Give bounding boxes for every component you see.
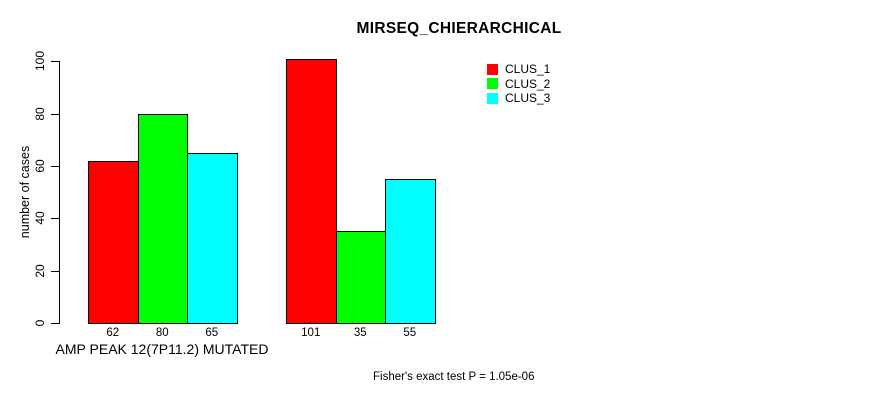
legend-label-clus2: CLUS_2 <box>505 76 551 91</box>
y-axis-tick-label: 20 <box>33 263 47 278</box>
y-axis-tick <box>51 270 59 272</box>
y-axis-tick-label: 60 <box>33 159 47 173</box>
y-axis-tick-label: 0 <box>33 319 47 327</box>
bar-clus_2-group2 <box>335 231 386 324</box>
bar-value-label: 101 <box>301 327 321 339</box>
bar-clus_1-group2 <box>286 58 337 324</box>
y-axis-tick <box>51 113 59 115</box>
bar-clus_2-group1 <box>137 113 188 324</box>
bar-value-label: 62 <box>106 327 120 339</box>
legend-swatch-clus2-icon <box>487 78 498 90</box>
legend-item-clus1: CLUS_1 <box>487 62 550 77</box>
y-axis-line <box>59 61 60 324</box>
y-axis-tick <box>51 165 59 167</box>
bar-value-label: 65 <box>205 327 219 339</box>
chart-title: MIRSEQ_CHIERARCHICAL <box>356 20 562 37</box>
y-axis-tick-label: 40 <box>33 211 47 225</box>
bar-value-label: 55 <box>403 327 417 339</box>
y-axis-tick-label: 100 <box>33 51 47 72</box>
bar-clus_1-group1 <box>88 160 139 324</box>
fisher-test-annotation: Fisher's exact test P = 1.05e-06 <box>373 371 535 383</box>
bar-value-label: 80 <box>155 327 169 339</box>
legend-swatch-clus3-icon <box>487 92 498 104</box>
bar-clus_3-group1 <box>187 152 238 324</box>
legend-swatch-clus1-icon <box>487 63 498 75</box>
y-axis-tick <box>51 61 59 63</box>
legend-label-clus3: CLUS_3 <box>505 91 551 106</box>
bar-value-label: 35 <box>353 327 367 339</box>
bar-clus_3-group2 <box>385 179 436 324</box>
x-axis-category-label: AMP PEAK 12(7P11.2) MUTATED <box>55 341 269 357</box>
legend-label-clus1: CLUS_1 <box>505 62 551 77</box>
legend-item-clus2: CLUS_2 <box>487 77 550 92</box>
y-axis-tick <box>51 218 59 220</box>
legend: CLUS_1 CLUS_2 CLUS_3 <box>487 62 550 106</box>
legend-item-clus3: CLUS_3 <box>487 91 550 106</box>
y-axis-tick-label: 80 <box>33 106 47 121</box>
y-axis-tick <box>51 323 59 324</box>
